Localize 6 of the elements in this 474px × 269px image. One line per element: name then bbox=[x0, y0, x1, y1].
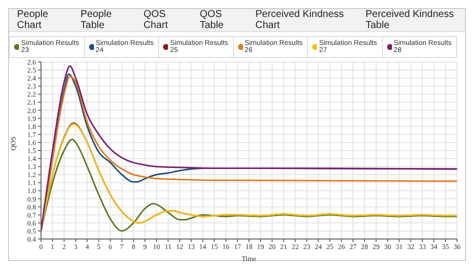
text: Perceived Kindness Table bbox=[364, 8, 455, 33]
text: Perceived Kindness Chart bbox=[254, 8, 345, 33]
text: QOS Chart bbox=[142, 8, 169, 33]
text: People Chart bbox=[16, 8, 50, 33]
text: People Table bbox=[80, 8, 113, 33]
text: QOS Table bbox=[198, 8, 225, 33]
